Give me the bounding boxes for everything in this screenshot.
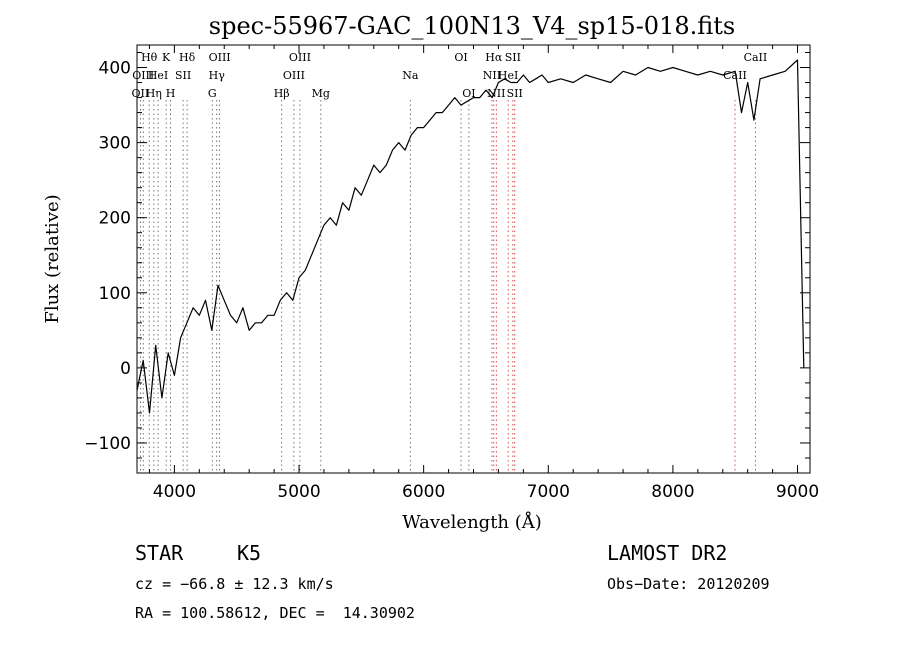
spectral-line-label: Hα	[485, 51, 503, 64]
x-tick-label: 8000	[651, 482, 694, 502]
object-class: STAR	[135, 541, 184, 565]
spectral-line-label: Hγ	[209, 69, 226, 82]
spectral-line-label: NII	[483, 69, 501, 82]
y-axis: −100 0 100 200 300 400	[84, 52, 810, 459]
spectral-line-label: Hη	[146, 87, 162, 100]
y-tick-label: 100	[99, 284, 131, 304]
chart-title: spec-55967-GAC_100N13_V4_sp15-018.fits	[209, 12, 735, 40]
spectral-line-label: H	[166, 87, 176, 100]
series-layer	[136, 59, 805, 414]
line-markers: OII OIII Hθ Hη HeI K H SII Hδ G Hγ OIII Hβ OIII OIII Mg…	[132, 51, 768, 473]
survey-name: LAMOST DR2	[607, 541, 728, 565]
spectral-line-label: CaII	[744, 51, 768, 64]
observation-date: Obs−Date: 20120209	[607, 575, 770, 593]
y-tick-label: 300	[99, 134, 131, 154]
spectral-line-label: K	[162, 51, 171, 64]
ra-dec-coordinates: RA = 100.58612, DEC = 14.30902	[135, 604, 415, 622]
spectral-line-label: CaII	[723, 69, 747, 82]
spectral-line-label: OIII	[132, 69, 154, 82]
redshift-velocity: cz = −66.8 ± 12.3 km/s	[135, 575, 334, 593]
x-tick-label: 5000	[277, 482, 320, 502]
spectral-line-label: HeI	[498, 69, 518, 82]
spectral-line-label: Mg	[312, 87, 330, 100]
y-tick-label: 400	[99, 59, 131, 79]
y-axis-label: Flux (relative)	[42, 194, 63, 323]
series-line-0	[136, 59, 805, 414]
y-tick-label: −100	[84, 434, 131, 454]
plot-frame	[136, 44, 811, 474]
spectral-line-label: SII	[175, 69, 191, 82]
spectral-line-label: Hθ	[141, 51, 158, 64]
x-tick-label: 9000	[776, 482, 819, 502]
object-subclass: K5	[237, 541, 262, 565]
spectral-line-label: HeI	[148, 69, 168, 82]
y-tick-label: 200	[99, 209, 131, 229]
spectral-line-label: Hβ	[274, 87, 290, 100]
spectral-line-label: OIII	[209, 51, 231, 64]
spectral-line-label: Na	[402, 69, 419, 82]
spectral-line-label: OIII	[283, 69, 305, 82]
spectral-line-label: OII	[132, 87, 150, 100]
spectral-line-label: OI	[462, 87, 475, 100]
x-axis: 4000 5000 6000 7000 8000 9000	[148, 45, 819, 502]
spectral-line-label: SII	[507, 87, 523, 100]
x-tick-label: 7000	[527, 482, 570, 502]
spectral-line-label: OI	[454, 51, 467, 64]
spectral-line-label: G	[208, 87, 217, 100]
y-tick-label: 0	[120, 359, 131, 379]
spectral-line-label: Hδ	[179, 51, 196, 64]
x-tick-label: 4000	[153, 482, 196, 502]
x-axis-label: Wavelength (Å)	[402, 511, 542, 533]
spectral-line-label: SII	[505, 51, 521, 64]
x-tick-label: 6000	[402, 482, 445, 502]
spectral-line-label: OIII	[289, 51, 311, 64]
